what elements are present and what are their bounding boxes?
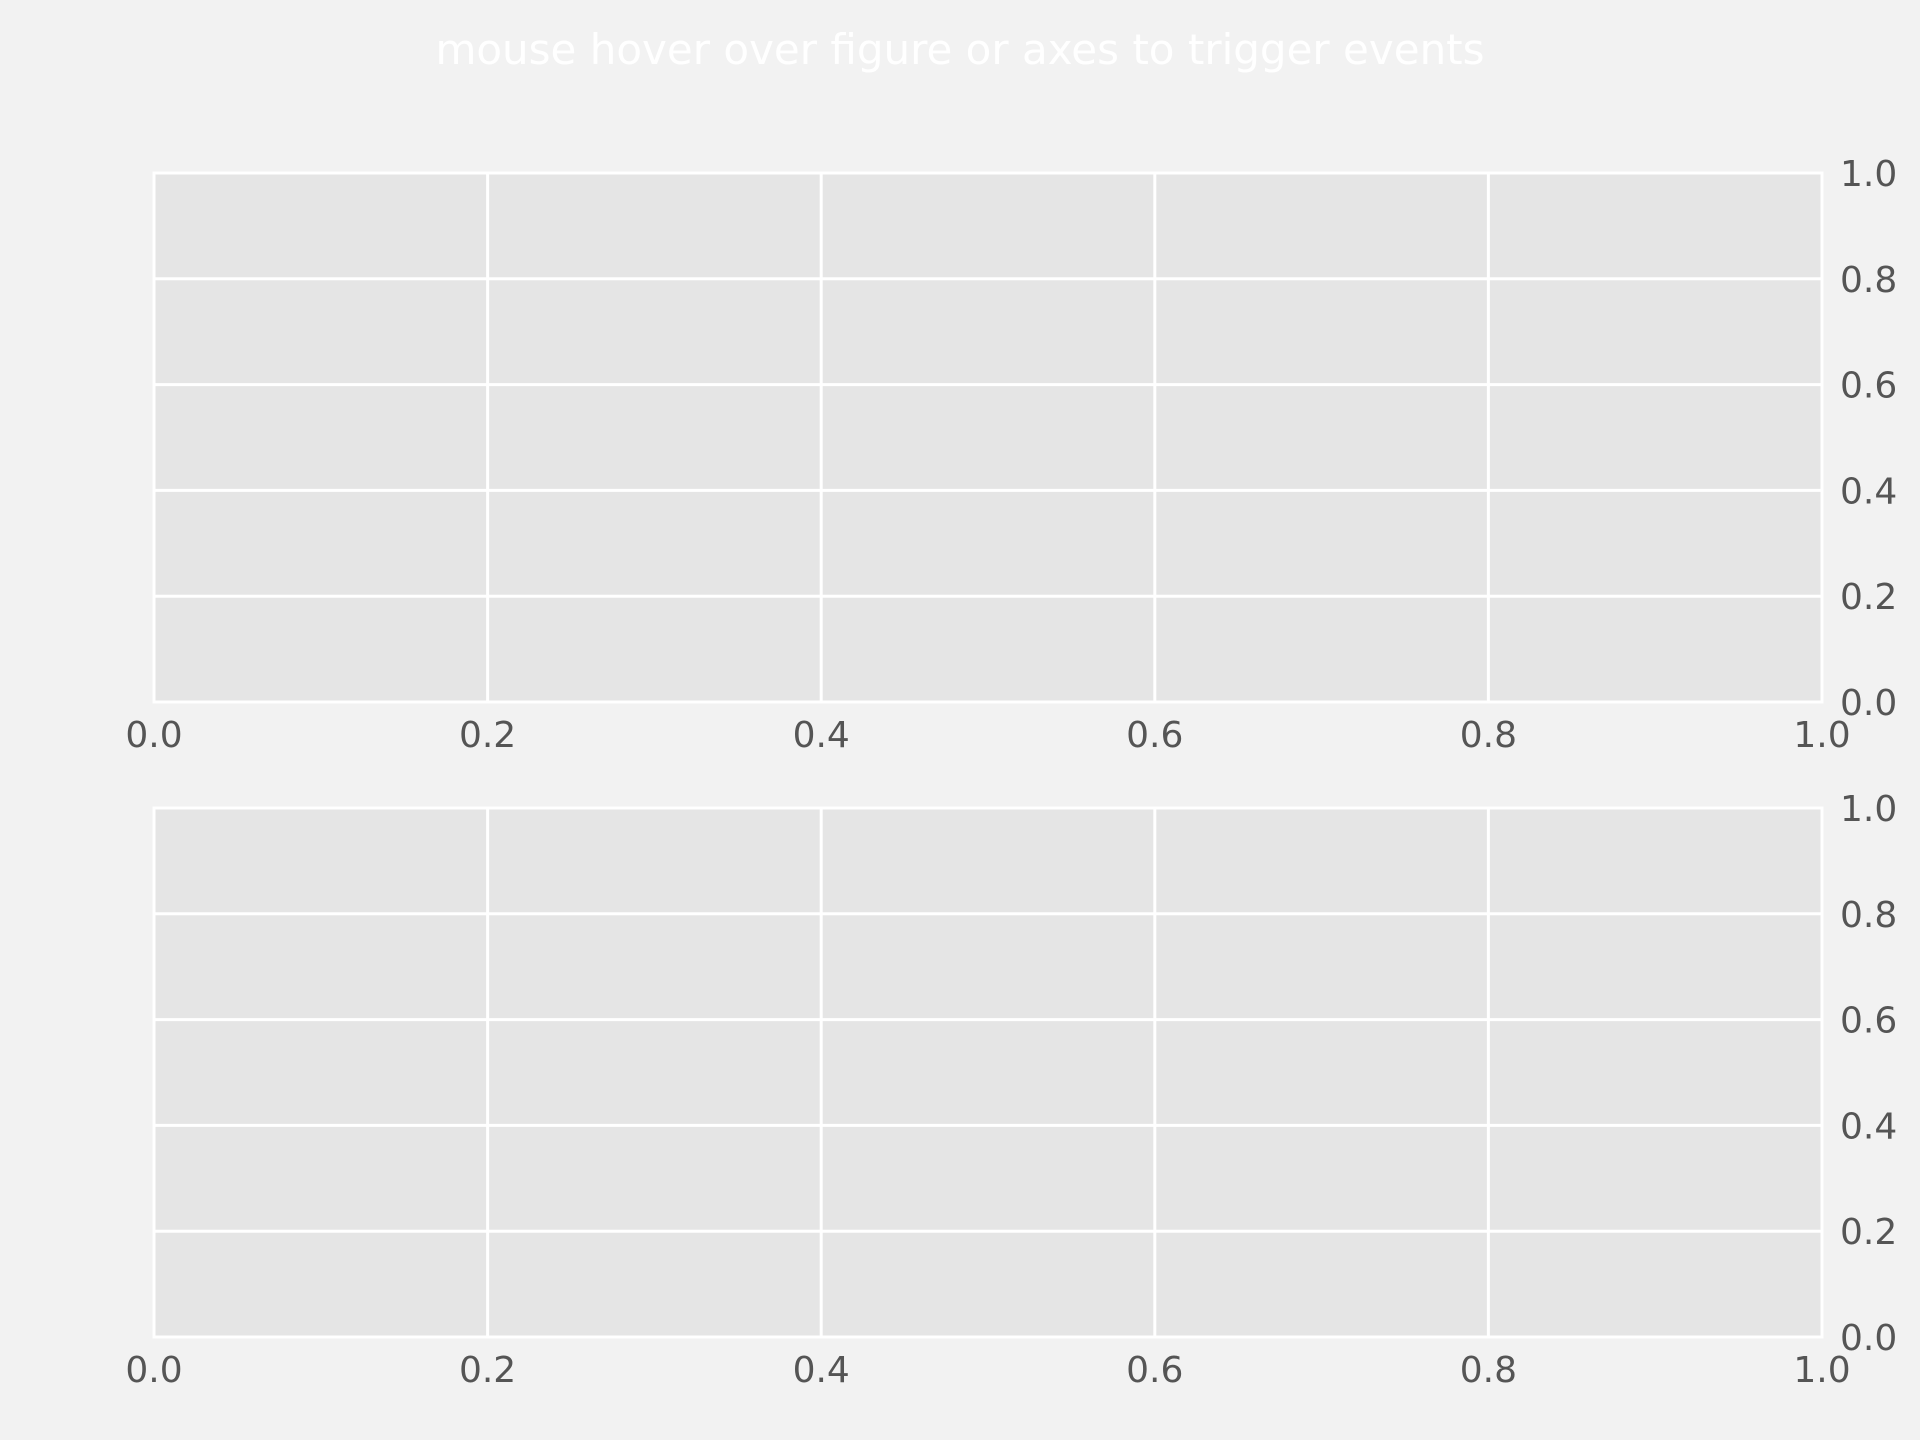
bottom-x-tick-label: 0.2 — [459, 1350, 516, 1391]
bottom-x-tick-label: 1.0 — [1793, 1350, 1850, 1391]
bottom-y-tick-label: 0.2 — [1840, 1212, 1897, 1253]
top-y-tick-label: 0.6 — [1840, 366, 1897, 407]
bottom-axes-background — [154, 808, 1822, 1337]
top-x-tick-label: 0.2 — [459, 715, 516, 756]
bottom-x-tick-label: 0.0 — [125, 1350, 182, 1391]
bottom-y-tick-label: 1.0 — [1840, 789, 1897, 830]
axes-top[interactable]: 0.0 0.2 0.4 0.6 0.8 1.00.00.20.40.60.81.0 — [125, 154, 1897, 756]
bottom-x-tick-label: 0.4 — [793, 1350, 850, 1391]
bottom-x-tick-label: 0.6 — [1126, 1350, 1183, 1391]
bottom-y-tick-label: 0.8 — [1840, 895, 1897, 936]
bottom-y-tick-label: 0.6 — [1840, 1001, 1897, 1042]
top-x-tick-label: 0.6 — [1126, 715, 1183, 756]
bottom-y-tick-label: 0.4 — [1840, 1106, 1897, 1147]
figure-suptitle: mouse hover over figure or axes to trigg… — [435, 25, 1484, 74]
top-axes-background — [154, 173, 1822, 702]
bottom-x-tick-label: 0.8 — [1460, 1350, 1517, 1391]
top-x-tick-label: 1.0 — [1793, 715, 1850, 756]
top-y-tick-label: 0.4 — [1840, 471, 1897, 512]
top-x-tick-label: 0.4 — [793, 715, 850, 756]
top-y-tick-label: 0.0 — [1840, 683, 1897, 724]
top-y-tick-label: 0.2 — [1840, 577, 1897, 618]
bottom-y-tick-label: 0.0 — [1840, 1318, 1897, 1359]
bottom-axes-spines — [152, 806, 1824, 1339]
top-y-tick-label: 1.0 — [1840, 154, 1897, 195]
top-axes-spines — [152, 171, 1824, 704]
top-x-tick-label: 0.8 — [1460, 715, 1517, 756]
top-y-tick-label: 0.8 — [1840, 260, 1897, 301]
axes-bottom[interactable]: 0.0 0.2 0.4 0.6 0.8 1.00.00.20.40.60.81.0 — [125, 789, 1897, 1391]
top-x-tick-label: 0.0 — [125, 715, 182, 756]
